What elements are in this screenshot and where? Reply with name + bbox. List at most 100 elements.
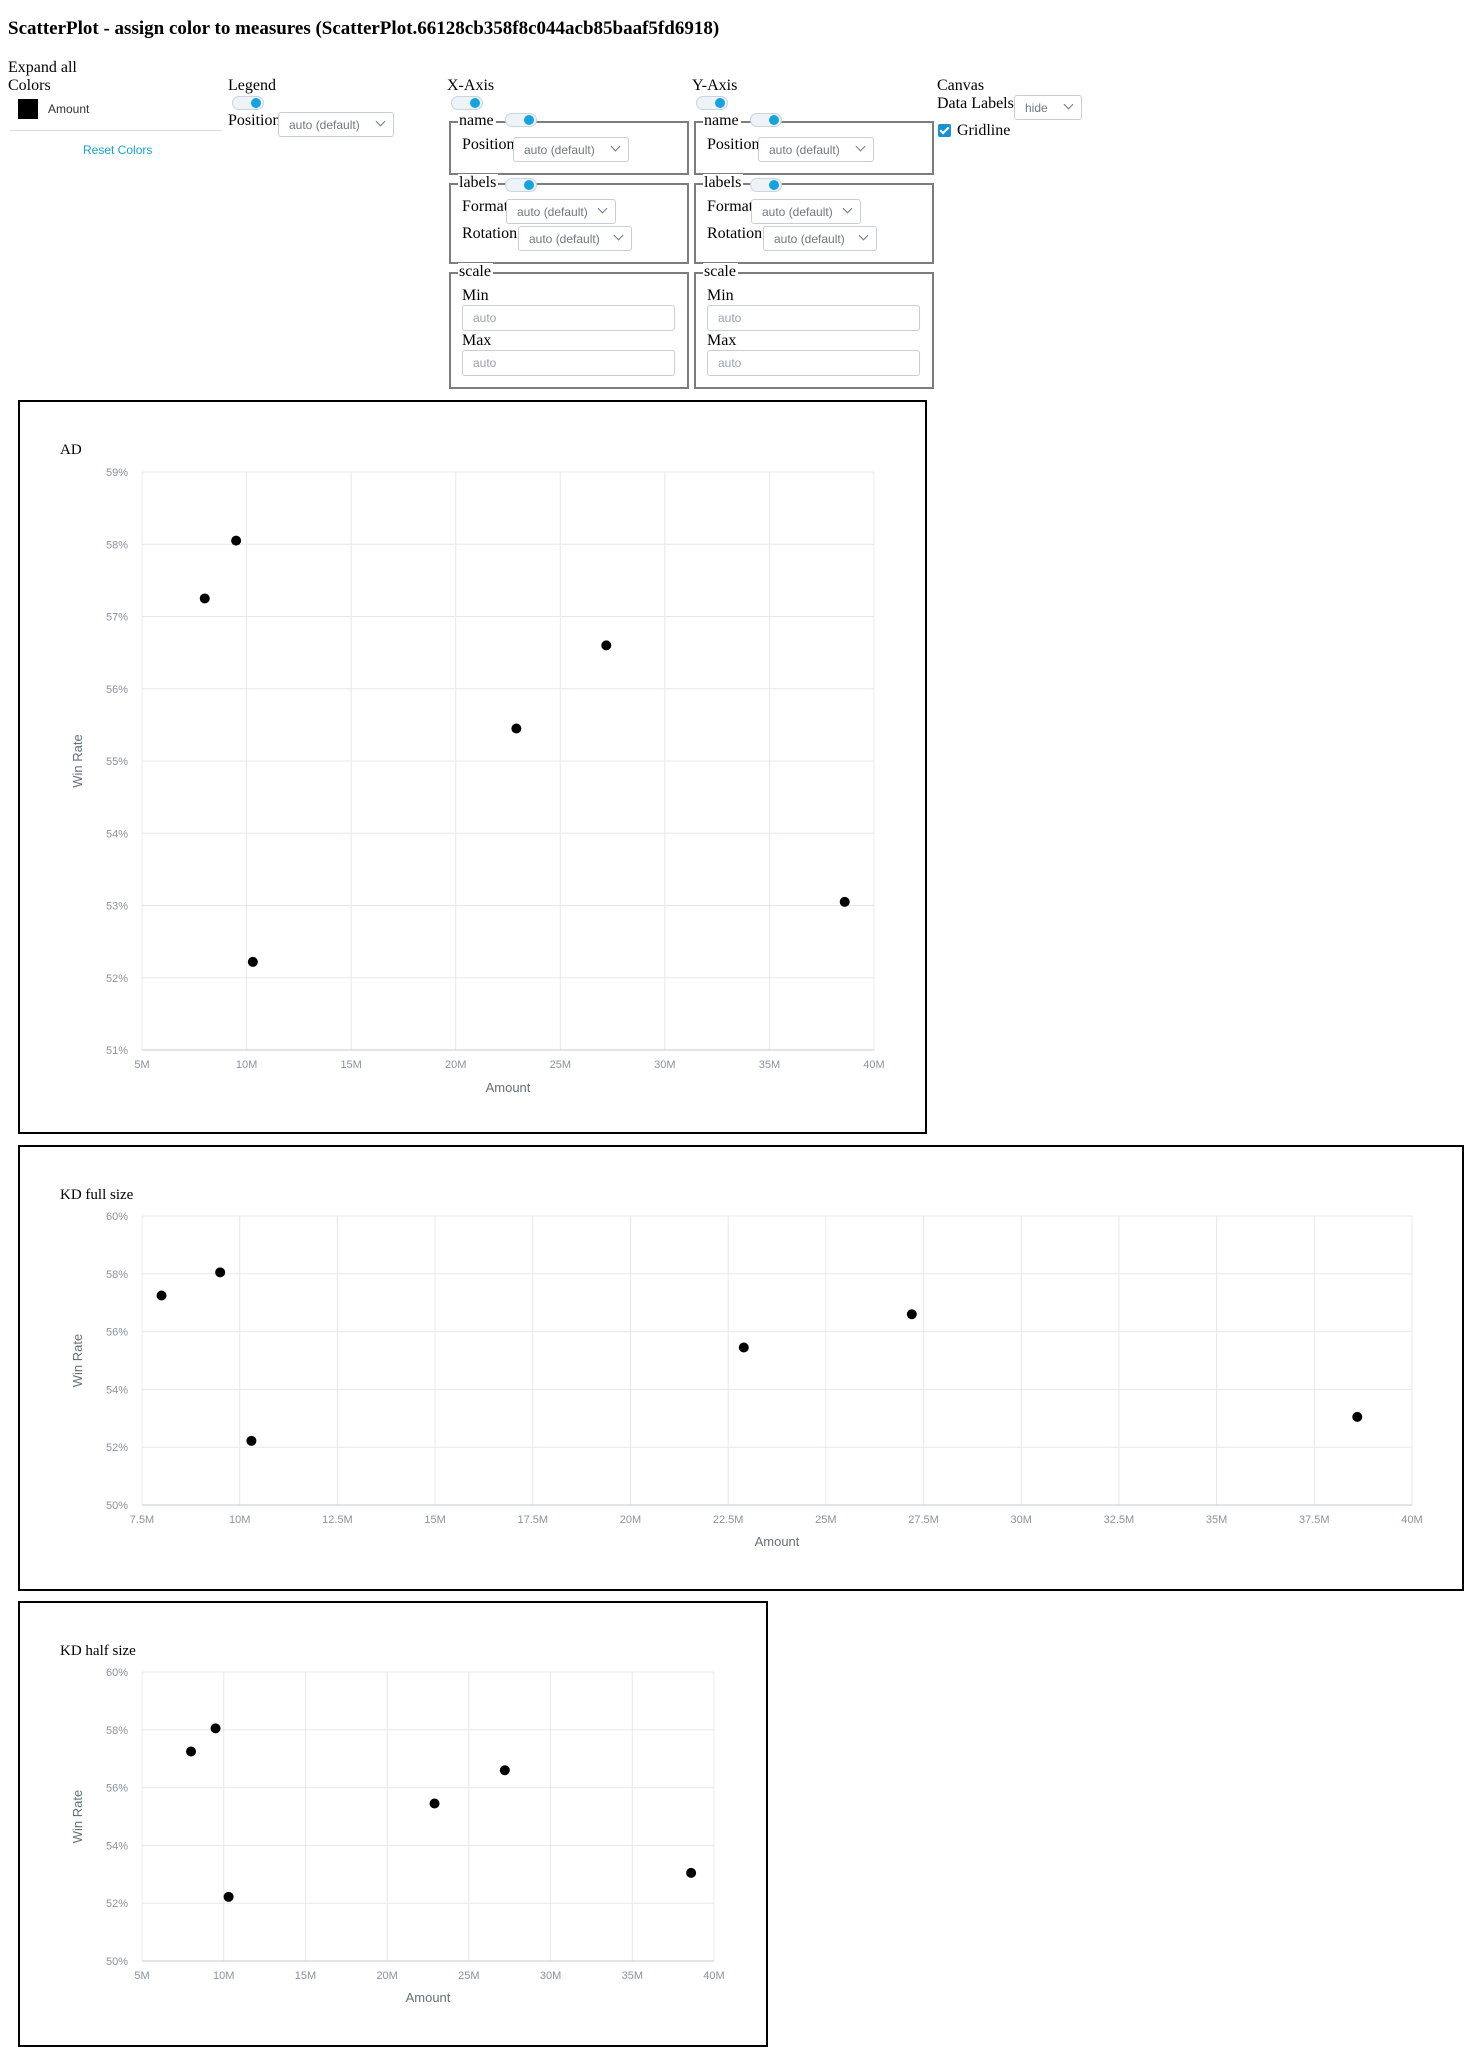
x-axis-labels-group: labels Format auto (default) Rotation au…: [449, 174, 689, 264]
x-tick-label: 15M: [340, 1059, 361, 1071]
y-axis-name-legend: name: [703, 112, 741, 130]
data-point: [215, 1267, 226, 1278]
x-axis-name-position-label: Position: [462, 136, 515, 153]
x-axis-labels-toggle[interactable]: [505, 178, 537, 192]
reset-colors-button[interactable]: Reset Colors: [83, 143, 153, 157]
chevron-down-icon: [613, 230, 624, 241]
x-axis-max-input[interactable]: [462, 350, 675, 376]
y-axis-labels-toggle[interactable]: [750, 178, 782, 192]
color-swatch[interactable]: [18, 99, 38, 119]
data-point: [156, 1290, 167, 1301]
y-tick-label: 58%: [106, 1269, 128, 1281]
expand-all-link[interactable]: Expand all: [8, 59, 77, 76]
x-axis-rotation-label: Rotation: [462, 225, 518, 242]
legend-heading: Legend: [228, 77, 276, 94]
y-axis-heading: Y-Axis: [692, 77, 738, 94]
chevron-down-icon: [858, 230, 869, 241]
data-point: [186, 1746, 197, 1757]
gridline-checkbox[interactable]: [938, 124, 951, 137]
y-axis-min-input[interactable]: [707, 305, 920, 331]
y-tick-label: 51%: [106, 1045, 128, 1057]
chevron-down-icon: [1063, 99, 1074, 110]
x-axis-name-position-select[interactable]: auto (default): [513, 137, 629, 162]
x-tick-label: 25M: [458, 1970, 479, 1982]
data-point: [499, 1765, 510, 1776]
scatter-plot-kd-half-size: 5M 10M 15M 20M 25M 30M 35M 40M 50% 52% 54% 56% 58% 60…: [70, 1667, 725, 2005]
x-axis-title: Amount: [486, 1080, 531, 1095]
x-axis-min-input[interactable]: [462, 305, 675, 331]
y-axis-title: Win Rate: [70, 1790, 85, 1843]
colors-heading: Colors: [8, 77, 51, 94]
x-axis-labels-legend: labels: [458, 174, 499, 192]
data-labels-label: Data Labels: [937, 95, 1014, 112]
y-tick-label: 58%: [106, 1725, 128, 1737]
data-labels-select[interactable]: hide: [1014, 95, 1082, 120]
x-tick-label: 22.5M: [713, 1514, 744, 1526]
scatter-plot-kd-full-size: 7.5M 10M 12.5M 15M 17.5M 20M 22.5M 25M 27.5M 30M 3…: [70, 1211, 1423, 1549]
y-axis-format-label: Format: [707, 198, 754, 215]
x-tick-label: 25M: [815, 1514, 836, 1526]
y-tick-label: 52%: [106, 1898, 128, 1910]
data-point: [199, 593, 210, 604]
y-axis-name-toggle[interactable]: [750, 113, 782, 127]
data-point: [247, 956, 258, 967]
legend-position-select[interactable]: auto (default): [278, 112, 394, 137]
color-item-amount[interactable]: Amount: [18, 99, 218, 119]
x-tick-label: 35M: [1206, 1514, 1227, 1526]
legend-position-label: Position: [228, 112, 281, 129]
data-point: [738, 1342, 749, 1353]
x-tick-label: 10M: [213, 1970, 234, 1982]
y-tick-label: 54%: [106, 1384, 128, 1396]
chart-title: KD full size: [60, 1187, 134, 1203]
x-axis-rotation-select[interactable]: auto (default): [518, 226, 632, 251]
x-tick-label: 37.5M: [1299, 1514, 1330, 1526]
y-tick-label: 58%: [106, 539, 128, 551]
x-tick-label: 32.5M: [1104, 1514, 1135, 1526]
chart-ad: AD 5M 10M 15M 20M 25M 30M 35M 40M 51% 52% 53% 54% 55…: [18, 400, 927, 1134]
y-axis-title: Win Rate: [70, 1334, 85, 1387]
data-point: [511, 723, 522, 734]
data-point: [246, 1435, 257, 1446]
x-tick-label: 17.5M: [517, 1514, 548, 1526]
x-axis-title: Amount: [755, 1534, 800, 1549]
y-tick-label: 50%: [106, 1500, 128, 1512]
x-axis-format-value: auto (default): [517, 205, 588, 219]
y-axis-name-position-label: Position: [707, 136, 760, 153]
x-tick-label: 30M: [1011, 1514, 1032, 1526]
data-point: [429, 1798, 440, 1809]
x-axis-toggle[interactable]: [451, 96, 483, 110]
x-tick-label: 35M: [759, 1059, 780, 1071]
legend-panel: Legend Position auto (default): [228, 77, 448, 137]
gridline-label: Gridline: [957, 122, 1011, 139]
y-tick-label: 60%: [106, 1211, 128, 1223]
colors-panel: Expand all Colors Amount Reset Colors: [8, 59, 223, 169]
y-axis-toggle[interactable]: [696, 96, 728, 110]
x-tick-label: 5M: [134, 1970, 149, 1982]
legend-toggle[interactable]: [232, 96, 264, 110]
data-point: [601, 640, 612, 651]
x-tick-label: 25M: [550, 1059, 571, 1071]
y-axis-rotation-select[interactable]: auto (default): [763, 226, 877, 251]
page-title: ScatterPlot - assign color to measures (…: [8, 18, 720, 39]
y-axis-min-label: Min: [707, 287, 734, 304]
colors-divider: [10, 130, 222, 131]
y-tick-label: 56%: [106, 684, 128, 696]
y-tick-label: 54%: [106, 1840, 128, 1852]
y-tick-label: 59%: [106, 467, 128, 479]
x-tick-label: 30M: [654, 1059, 675, 1071]
x-axis-name-toggle[interactable]: [505, 113, 537, 127]
y-tick-label: 57%: [106, 612, 128, 624]
chevron-down-icon: [610, 141, 621, 152]
x-axis-format-select[interactable]: auto (default): [506, 199, 616, 224]
chevron-down-icon: [842, 203, 853, 214]
x-axis-format-label: Format: [462, 198, 509, 215]
x-tick-label: 20M: [445, 1059, 466, 1071]
data-labels-value: hide: [1025, 101, 1048, 115]
x-axis-panel: X-Axis name Position auto (default) labe…: [447, 77, 692, 391]
y-axis-format-select[interactable]: auto (default): [751, 199, 861, 224]
y-axis-name-position-select[interactable]: auto (default): [758, 137, 874, 162]
y-tick-label: 54%: [106, 828, 128, 840]
y-axis-max-input[interactable]: [707, 350, 920, 376]
x-axis-scale-group: scale Min Max: [449, 263, 689, 389]
chart-title: AD: [60, 442, 82, 458]
